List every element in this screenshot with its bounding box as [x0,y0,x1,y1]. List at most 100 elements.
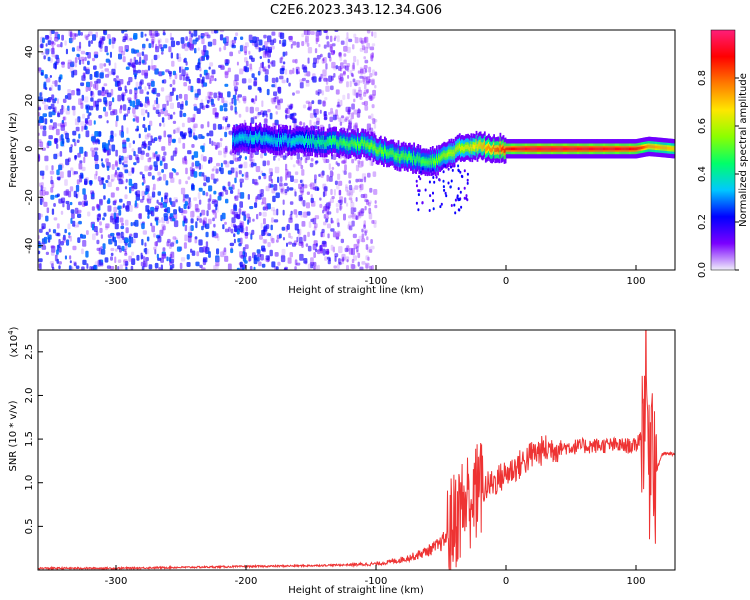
heatmap-cell [342,256,345,262]
heatmap-cell [181,69,186,77]
heatmap-cell [468,145,471,150]
heatmap-cell [171,217,176,222]
heatmap-cell [213,178,217,184]
heatmap-cell [129,89,133,95]
snr-frame [37,329,676,571]
heatmap-cell [207,203,211,211]
heatmap-cell [279,75,284,80]
heatmap-cell [100,158,103,162]
heatmap-cell [160,257,164,263]
heatmap-cell [170,251,175,258]
heatmap-cell [280,137,282,142]
heatmap-cell [238,164,243,169]
heatmap-cell [328,176,333,182]
heatmap-cell [106,120,109,124]
heatmap-cell [330,107,333,114]
heatmap-cell [314,174,317,181]
heatmap-cell [61,105,65,113]
heatmap-cell [301,221,306,227]
heatmap-cell [320,172,324,178]
heatmap-cell [184,234,188,242]
heatmap-cell [304,73,308,77]
heatmap-cell [373,123,377,129]
colorbar-label: Normalized spectral amplitude [738,73,749,227]
heatmap-cell [182,215,187,222]
heatmap-cell [193,30,198,37]
heatmap-cell [194,236,198,244]
heatmap-cell [261,138,264,143]
heatmap-cell [126,201,131,206]
heatmap-cell [202,257,208,263]
heatmap-cell [366,236,369,241]
heatmap-cell [62,138,65,145]
heatmap-cell [264,138,267,143]
heatmap-cell [194,203,199,211]
heatmap-cell [248,216,251,223]
heatmap-cell [454,147,457,152]
heatmap-cell [361,228,364,233]
heatmap-cell [140,108,145,116]
heatmap-cell [180,37,185,44]
heatmap-cell [531,147,534,151]
heatmap-cell [216,248,220,255]
heatmap-cell [78,98,82,106]
heatmap-cell [144,248,150,255]
heatmap-cell [311,100,315,105]
heatmap-cell [254,137,256,142]
heatmap-cell [100,249,106,255]
heatmap-cell [78,201,82,206]
heatmap-cell [39,170,45,176]
heatmap-cell [328,163,331,171]
heatmap-cell [40,213,43,218]
heatmap-cell [303,184,308,189]
heatmap-cell [68,37,73,44]
heatmap-cell [54,36,59,42]
heatmap-cell [41,189,46,196]
heatmap-cell [142,174,145,179]
heatmap-cell [45,51,49,57]
heatmap-cell [183,216,187,222]
heatmap-cell [435,161,437,166]
heatmap-cell [157,191,161,196]
heatmap-cell [318,140,321,145]
heatmap-cell [361,160,364,167]
heatmap-cell [198,134,201,139]
heatmap-cell [161,226,165,234]
heatmap-cell [158,40,161,47]
heatmap-cell [310,194,313,198]
heatmap-cell [118,53,122,60]
heatmap-cell [162,174,167,181]
heatmap-cell [322,248,326,256]
heatmap-cell [112,109,115,114]
heatmap-cell [329,170,333,178]
heatmap-cell [301,169,305,176]
heatmap-cell [358,212,362,219]
heatmap-cell [231,43,235,47]
heatmap-cell [73,262,77,267]
heatmap-cell [357,70,361,74]
heatmap-cell [65,48,68,55]
heatmap-cell [359,80,363,84]
heatmap-cell [391,150,394,155]
heatmap-cell [653,145,656,149]
heatmap-cell [232,154,237,161]
heatmap-cell [316,55,321,60]
heatmap-cell [210,74,214,78]
heatmap-cell [267,35,272,43]
heatmap-cell [372,147,375,152]
heatmap-cell [70,144,73,148]
heatmap-cell [606,147,609,151]
y-tick-label: -20 [24,189,35,205]
heatmap-cell [419,155,422,161]
heatmap-cell [567,147,569,151]
heatmap-cell [146,98,150,105]
heatmap-cell [482,144,485,149]
heatmap-cell [151,88,156,93]
heatmap-cell [82,188,86,195]
heatmap-cell [74,118,80,126]
heatmap-cell [364,36,369,43]
heatmap-cell [143,260,148,268]
heatmap-cell [90,136,96,142]
heatmap-cell [565,147,567,151]
heatmap-cell [319,109,322,114]
